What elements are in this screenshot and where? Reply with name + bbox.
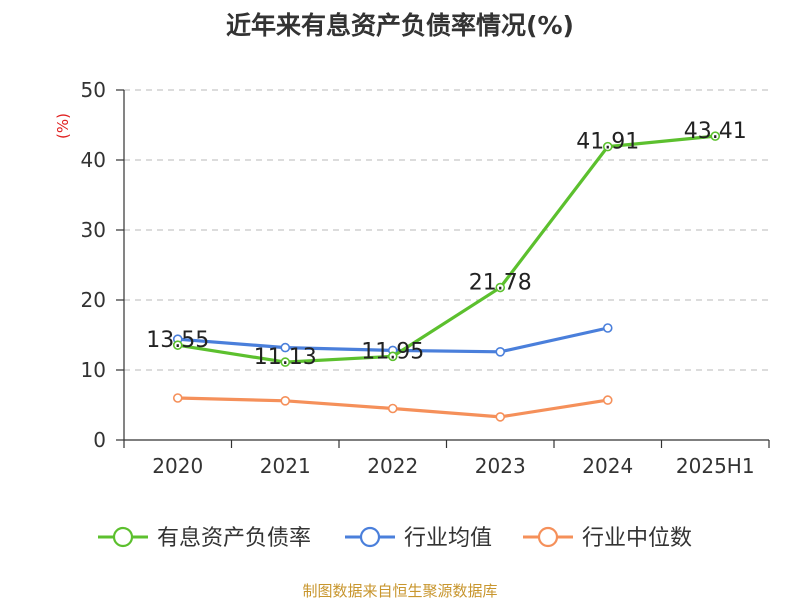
legend-label: 有息资产负债率 (157, 526, 311, 551)
data-point (280, 357, 291, 367)
data-point (602, 395, 613, 405)
legend-label: 行业中位数 (582, 526, 692, 551)
data-point (387, 351, 398, 362)
data-point (280, 342, 291, 353)
x-tick-label: 2023 (475, 454, 526, 478)
data-point (387, 403, 398, 414)
x-tick-label: 2024 (582, 454, 633, 478)
source-note: 制图数据来自恒生聚源数据库 (302, 582, 497, 600)
y-tick-label: 20 (81, 288, 106, 312)
series-line (176, 134, 717, 364)
data-label: 11.13 (254, 345, 317, 370)
legend-label: 行业均值 (404, 526, 492, 551)
data-label: 11.95 (361, 339, 424, 364)
data-point (172, 340, 183, 350)
y-tick-label: 0 (93, 428, 106, 452)
data-label: 13.55 (146, 328, 209, 353)
chart-title: 近年来有息资产负债率情况(%) (226, 11, 574, 40)
y-axis-label: (%) (54, 113, 72, 139)
data-point (602, 323, 613, 333)
y-tick-label: 30 (81, 218, 106, 242)
series-lines (172, 131, 721, 422)
x-tick-label: 2025H1 (676, 454, 755, 478)
data-point (495, 412, 506, 422)
x-tick-label: 2020 (152, 454, 203, 478)
axes: 0 10 20 30 40 50 2020 2021 2022 2023 2024 2025H1 (81, 78, 770, 478)
data-label: 43.41 (684, 119, 747, 144)
x-tick-label: 2021 (260, 454, 311, 478)
data-point (280, 395, 291, 406)
legend-marker (112, 526, 134, 548)
data-labels: 13.55 11.13 11.95 21.78 41.91 43.41 (146, 119, 746, 370)
data-point (495, 346, 506, 357)
legend-marker (359, 526, 381, 548)
data-point (495, 282, 506, 293)
legend: 有息资产负债率 行业均值 行业中位数 (98, 526, 692, 551)
data-point (172, 393, 183, 403)
x-tick-label: 2022 (367, 454, 418, 478)
data-label: 21.78 (469, 271, 532, 296)
data-label: 41.91 (576, 130, 639, 155)
legend-marker (537, 526, 559, 548)
y-tick-label: 50 (81, 78, 106, 102)
gridlines (124, 89, 769, 371)
y-tick-label: 40 (81, 148, 106, 172)
data-point (710, 131, 721, 141)
y-tick-label: 10 (81, 358, 106, 382)
data-point (602, 141, 613, 152)
